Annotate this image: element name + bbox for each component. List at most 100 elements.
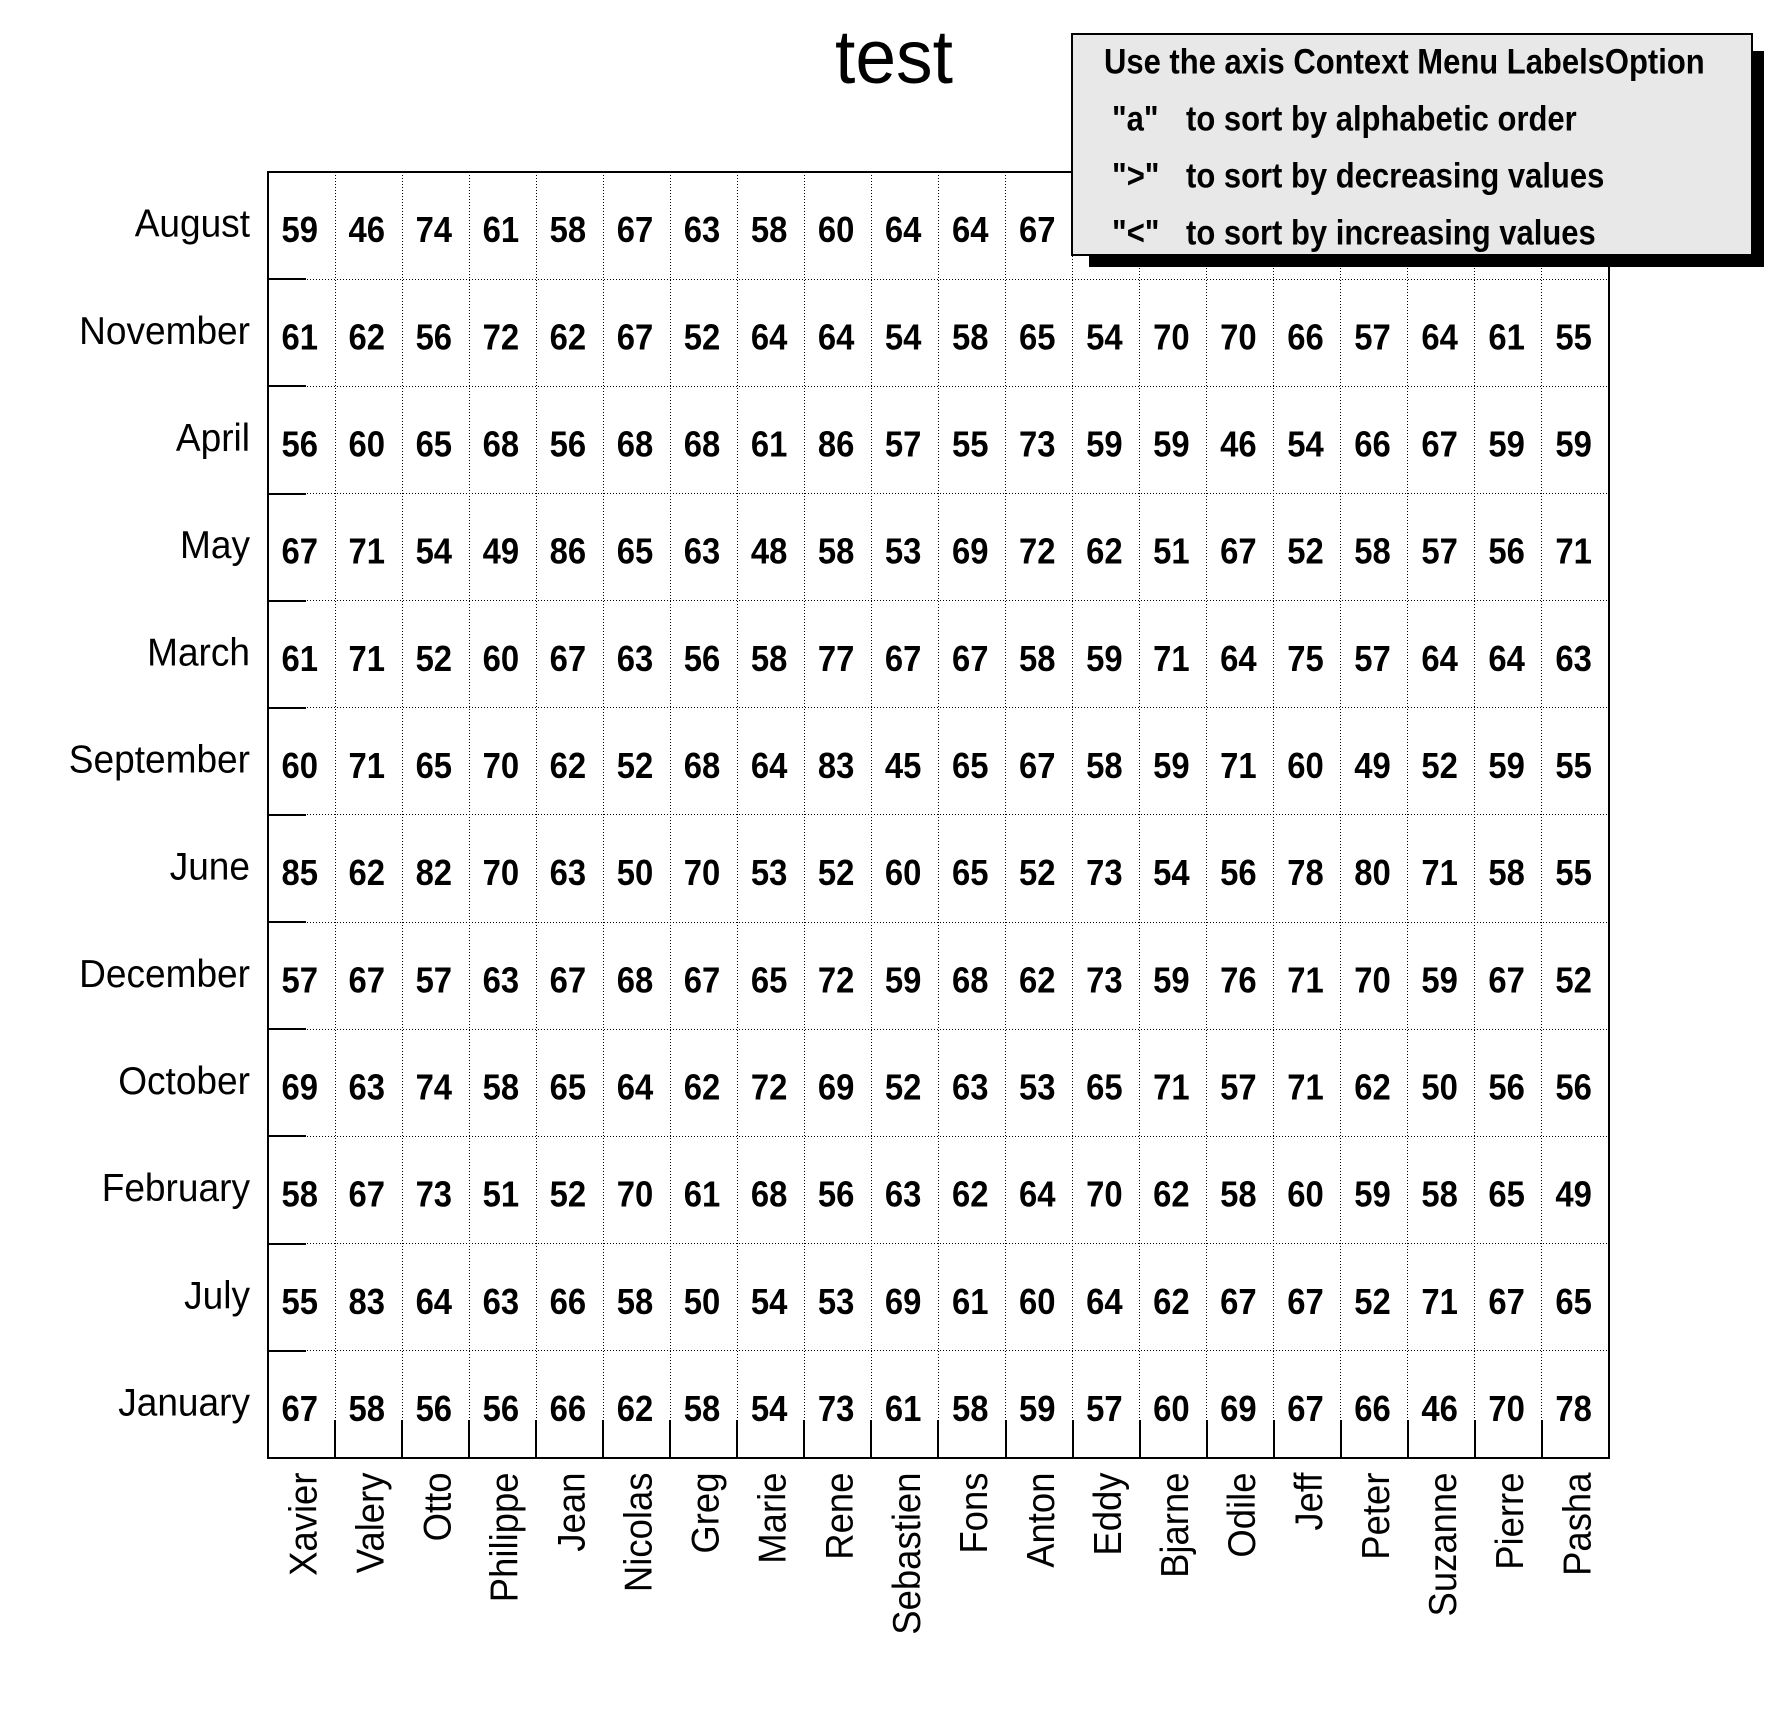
svg-text:April: April: [176, 417, 250, 460]
svg-text:67: 67: [281, 1388, 318, 1429]
svg-text:62: 62: [684, 1066, 721, 1107]
svg-text:54: 54: [751, 1388, 788, 1429]
svg-text:59: 59: [1421, 959, 1458, 1000]
svg-text:67: 67: [349, 959, 386, 1000]
svg-text:65: 65: [617, 531, 654, 572]
svg-text:82: 82: [416, 852, 453, 893]
svg-text:57: 57: [1354, 638, 1391, 679]
svg-text:64: 64: [1488, 638, 1525, 679]
svg-text:71: 71: [349, 531, 386, 572]
svg-text:"a": "a": [1112, 100, 1159, 139]
svg-text:62: 62: [1354, 1066, 1391, 1107]
svg-text:56: 56: [416, 316, 453, 357]
svg-text:61: 61: [483, 209, 520, 250]
svg-text:56: 56: [1555, 1066, 1592, 1107]
svg-text:59: 59: [281, 209, 318, 250]
svg-text:62: 62: [617, 1388, 654, 1429]
svg-text:61: 61: [684, 1174, 721, 1215]
svg-text:Valery: Valery: [349, 1472, 392, 1573]
svg-text:70: 70: [1354, 959, 1391, 1000]
svg-text:46: 46: [1421, 1388, 1458, 1429]
svg-text:Bjarne: Bjarne: [1154, 1473, 1197, 1578]
svg-text:56: 56: [1488, 1066, 1525, 1107]
svg-text:64: 64: [617, 1066, 654, 1107]
svg-text:to sort by increasing values: to sort by increasing values: [1186, 214, 1596, 253]
svg-text:62: 62: [1019, 959, 1056, 1000]
svg-text:test: test: [835, 15, 953, 100]
svg-text:54: 54: [1153, 852, 1190, 893]
svg-text:67: 67: [1488, 959, 1525, 1000]
svg-text:59: 59: [1555, 423, 1592, 464]
svg-text:69: 69: [952, 531, 989, 572]
svg-text:69: 69: [281, 1066, 318, 1107]
svg-text:64: 64: [1019, 1174, 1056, 1215]
svg-text:Jeff: Jeff: [1288, 1472, 1331, 1530]
svg-text:63: 63: [684, 531, 721, 572]
svg-text:68: 68: [617, 423, 654, 464]
svg-text:58: 58: [684, 1388, 721, 1429]
svg-text:64: 64: [416, 1281, 453, 1322]
svg-text:57: 57: [885, 423, 922, 464]
svg-text:Odile: Odile: [1221, 1473, 1264, 1558]
svg-text:"<": "<": [1112, 214, 1160, 253]
svg-text:67: 67: [885, 638, 922, 679]
svg-text:71: 71: [1421, 852, 1458, 893]
svg-text:59: 59: [1153, 959, 1190, 1000]
svg-text:to sort by alphabetic order: to sort by alphabetic order: [1186, 100, 1577, 139]
svg-text:67: 67: [1488, 1281, 1525, 1322]
svg-text:52: 52: [416, 638, 453, 679]
svg-text:August: August: [135, 203, 250, 246]
svg-text:60: 60: [1019, 1281, 1056, 1322]
svg-text:56: 56: [281, 423, 318, 464]
svg-text:83: 83: [818, 745, 855, 786]
svg-text:62: 62: [1153, 1281, 1190, 1322]
svg-text:54: 54: [1086, 316, 1123, 357]
svg-text:64: 64: [1421, 638, 1458, 679]
svg-text:55: 55: [952, 423, 989, 464]
svg-text:61: 61: [281, 316, 318, 357]
svg-text:59: 59: [1488, 745, 1525, 786]
svg-text:Marie: Marie: [752, 1473, 795, 1564]
svg-text:49: 49: [483, 531, 520, 572]
svg-text:52: 52: [885, 1066, 922, 1107]
svg-text:56: 56: [416, 1388, 453, 1429]
svg-text:57: 57: [1220, 1066, 1257, 1107]
svg-text:55: 55: [281, 1281, 318, 1322]
svg-text:February: February: [102, 1167, 251, 1210]
svg-text:59: 59: [1488, 423, 1525, 464]
svg-text:to sort by decreasing values: to sort by decreasing values: [1186, 157, 1604, 196]
svg-text:67: 67: [1220, 531, 1257, 572]
svg-text:53: 53: [1019, 1066, 1056, 1107]
svg-text:72: 72: [1019, 531, 1056, 572]
svg-text:52: 52: [1354, 1281, 1391, 1322]
svg-text:61: 61: [952, 1281, 989, 1322]
svg-text:50: 50: [617, 852, 654, 893]
svg-text:58: 58: [1354, 531, 1391, 572]
svg-text:59: 59: [1153, 745, 1190, 786]
svg-text:68: 68: [684, 423, 721, 464]
svg-text:54: 54: [1287, 423, 1324, 464]
svg-text:66: 66: [550, 1388, 587, 1429]
svg-text:Rene: Rene: [819, 1473, 862, 1560]
svg-text:Jean: Jean: [551, 1473, 594, 1552]
svg-text:67: 67: [684, 959, 721, 1000]
svg-text:58: 58: [1019, 638, 1056, 679]
svg-text:61: 61: [885, 1388, 922, 1429]
svg-text:64: 64: [1421, 316, 1458, 357]
svg-text:December: December: [79, 953, 250, 996]
svg-text:67: 67: [617, 316, 654, 357]
svg-text:63: 63: [885, 1174, 922, 1215]
svg-text:50: 50: [684, 1281, 721, 1322]
svg-text:71: 71: [1421, 1281, 1458, 1322]
svg-text:53: 53: [885, 531, 922, 572]
svg-text:73: 73: [416, 1174, 453, 1215]
svg-text:49: 49: [1555, 1174, 1592, 1215]
svg-text:63: 63: [483, 959, 520, 1000]
svg-text:Greg: Greg: [685, 1473, 728, 1554]
svg-text:Sebastien: Sebastien: [886, 1473, 929, 1635]
svg-text:60: 60: [1153, 1388, 1190, 1429]
svg-text:59: 59: [1019, 1388, 1056, 1429]
svg-text:51: 51: [1153, 531, 1190, 572]
svg-text:54: 54: [751, 1281, 788, 1322]
svg-text:67: 67: [617, 209, 654, 250]
